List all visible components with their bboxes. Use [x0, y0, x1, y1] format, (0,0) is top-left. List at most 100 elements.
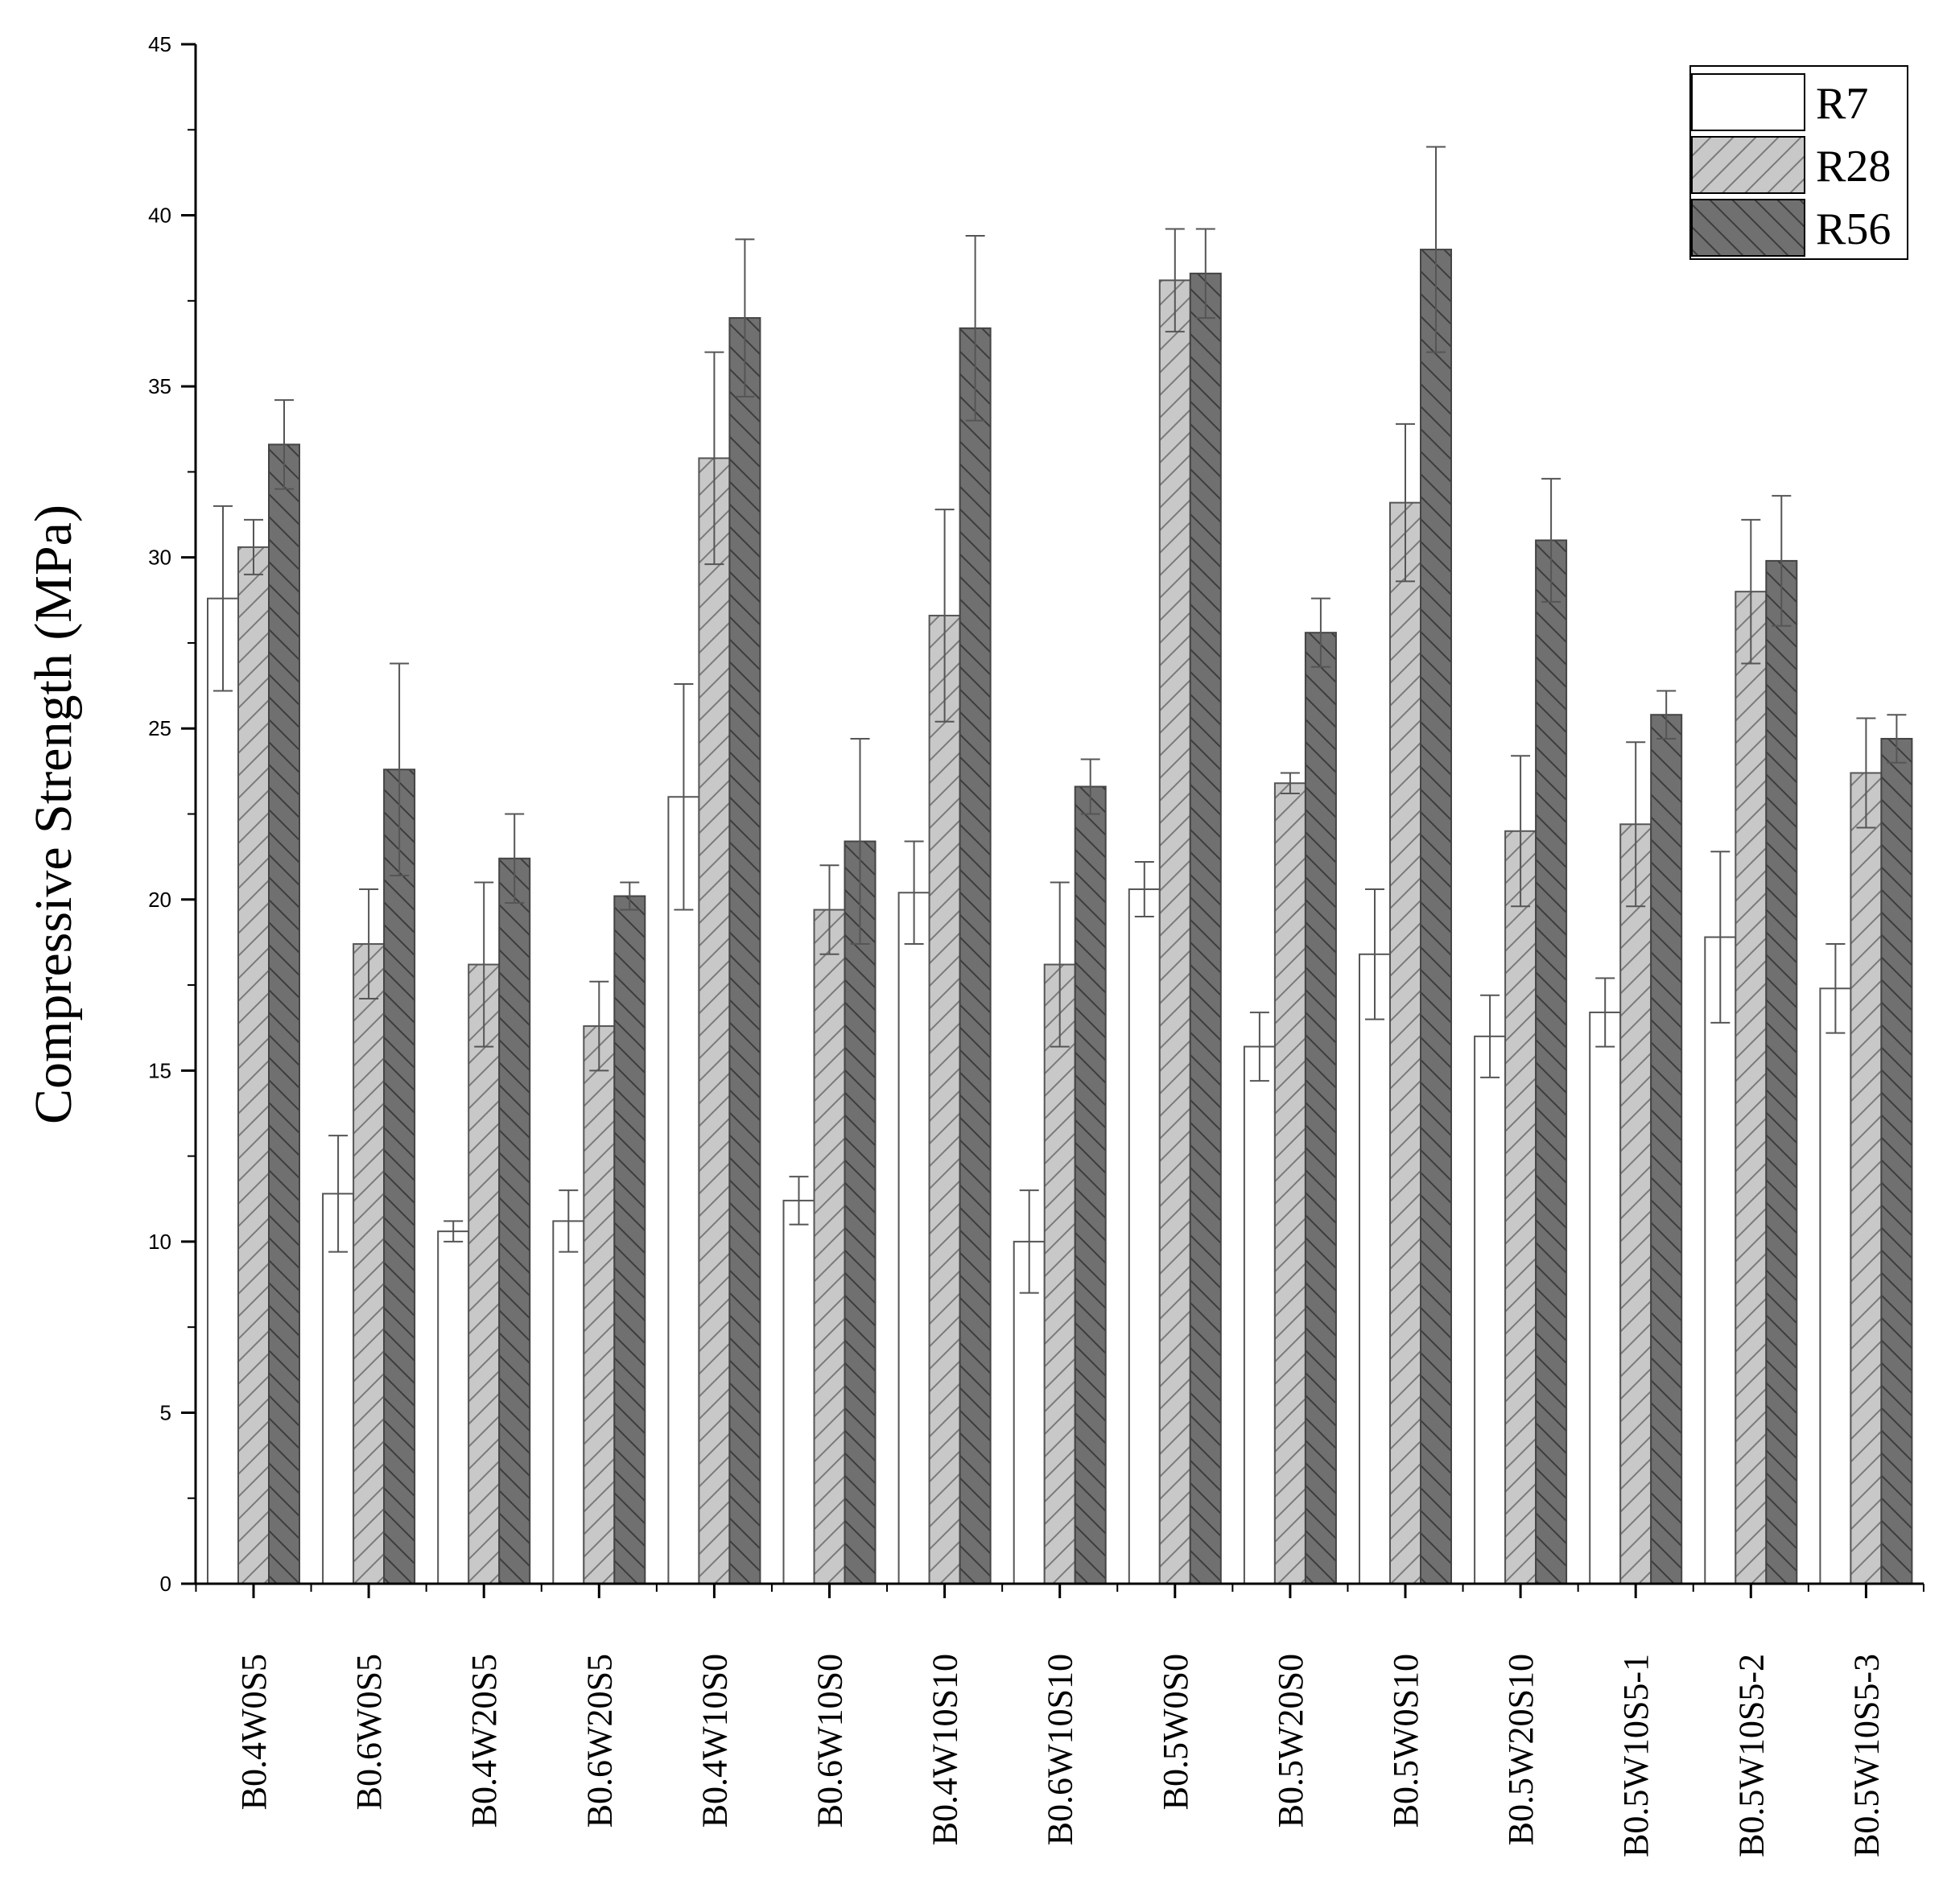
bar-r7	[897, 892, 930, 1585]
error-bar-r56	[1310, 597, 1330, 668]
error-bar-r56	[850, 737, 870, 946]
bar-r7	[1704, 936, 1737, 1585]
error-bar-r7	[1595, 977, 1615, 1048]
y-tick-label: 30	[148, 546, 171, 570]
bar-r7	[1474, 1035, 1507, 1585]
bar-r56	[613, 895, 646, 1585]
y-tick-label: 40	[148, 204, 171, 228]
y-tick-label: 5	[160, 1400, 171, 1424]
bar-r56	[959, 327, 992, 1585]
error-bar-r28	[1396, 422, 1415, 583]
bar-r7	[437, 1230, 470, 1585]
legend-label-r7: R7	[1816, 79, 1868, 129]
y-tick-label: 25	[148, 716, 171, 740]
error-bar-r56	[505, 813, 525, 905]
y-tick-label: 15	[148, 1058, 171, 1082]
bar-r56	[844, 840, 877, 1585]
error-bar-r56	[620, 881, 640, 911]
bars-layer	[207, 249, 1913, 1585]
bar-r56	[1420, 249, 1452, 1585]
error-bar-r28	[474, 881, 494, 1048]
x-tick-label: B0.6W0S5	[349, 1654, 389, 1810]
error-bars-layer	[213, 146, 1907, 1294]
bar-r56	[1765, 559, 1798, 1585]
bar-r56	[1189, 272, 1222, 1585]
error-bar-r28	[819, 864, 839, 955]
x-tick-label: B0.5W0S0	[1156, 1654, 1195, 1810]
y-tick-label: 20	[148, 888, 171, 912]
x-tick-label: B0.4W10S10	[926, 1654, 965, 1845]
error-bar-r7	[674, 682, 694, 911]
error-bar-r28	[359, 888, 379, 1000]
error-bar-r7	[1019, 1189, 1039, 1294]
error-bar-r56	[1426, 146, 1446, 353]
error-bar-r56	[1080, 758, 1100, 815]
bar-r28	[583, 1025, 616, 1585]
y-ticks: 0 5 10 15 20 25 30 35 40 45	[148, 32, 196, 1596]
bar-r28	[237, 546, 270, 1585]
x-tick-label: B0.5W0S10	[1386, 1654, 1425, 1828]
error-bar-r28	[934, 509, 955, 723]
bar-r56	[268, 443, 300, 1585]
x-tick-label: B0.4W0S5	[234, 1654, 274, 1810]
bar-r28	[1619, 823, 1652, 1585]
bar-r28	[928, 614, 961, 1585]
x-tick-label: B0.4W20S5	[464, 1654, 504, 1828]
error-bar-r28	[1626, 741, 1646, 908]
error-bar-r56	[1541, 477, 1561, 603]
bar-r56	[1650, 714, 1683, 1585]
bar-r7	[1128, 888, 1161, 1585]
bar-r28	[1389, 501, 1421, 1585]
bar-r28	[1158, 279, 1191, 1585]
y-tick-label: 45	[148, 32, 171, 56]
bar-r56	[1304, 632, 1337, 1585]
error-bar-r7	[789, 1176, 809, 1226]
error-bar-r7	[559, 1189, 579, 1253]
error-bar-r7	[1710, 851, 1731, 1024]
error-bar-r7	[213, 505, 233, 692]
error-bar-r28	[1280, 772, 1300, 794]
error-bar-r7	[1480, 994, 1500, 1078]
error-bar-r28	[244, 518, 263, 575]
error-bar-r56	[274, 399, 294, 490]
x-tick-label: B0.5W20S0	[1271, 1654, 1310, 1828]
y-tick-label: 0	[160, 1572, 171, 1596]
bar-r28	[698, 457, 731, 1585]
legend-swatch-r56	[1691, 199, 1805, 257]
bar-r7	[207, 597, 239, 1585]
error-bar-r28	[1741, 518, 1761, 665]
legend: R7 R28 R56	[1689, 65, 1908, 260]
x-tick-label: B0.6W10S10	[1041, 1654, 1080, 1845]
bar-r7	[1819, 987, 1852, 1585]
error-bar-r7	[1134, 861, 1154, 918]
y-tick-label: 10	[148, 1230, 171, 1254]
error-bar-r7	[1249, 1012, 1269, 1082]
error-bar-r56	[965, 235, 985, 422]
bar-r28	[1735, 591, 1768, 1585]
bar-r28	[468, 963, 501, 1585]
legend-label-r56: R56	[1816, 204, 1891, 254]
x-ticks: B0.4W0S5 B0.6W0S5 B0.4W20S5 B0.6W20S5 B0.4W1…	[195, 1584, 1924, 1857]
bar-r28	[813, 909, 846, 1585]
x-tick-label: B0.5W10S5-3	[1846, 1654, 1886, 1857]
error-bar-r28	[1856, 717, 1876, 829]
error-bar-r56	[1887, 714, 1907, 764]
error-bar-r7	[328, 1135, 349, 1253]
error-bar-r7	[443, 1220, 464, 1243]
x-tick-label: B0.4W10S0	[695, 1654, 734, 1828]
bar-r7	[1359, 953, 1391, 1585]
bar-r28	[1043, 963, 1076, 1585]
bar-r56	[498, 857, 531, 1585]
error-bar-r28	[1165, 228, 1185, 333]
legend-label-r28: R28	[1816, 142, 1891, 192]
error-bar-r28	[1050, 881, 1070, 1048]
error-bar-r56	[735, 238, 755, 398]
x-tick-label: B0.5W10S5-2	[1731, 1654, 1771, 1857]
y-axis-title: Compressive Strength (MPa)	[24, 505, 83, 1124]
error-bar-r56	[1195, 228, 1215, 319]
x-tick-label: B0.5W10S5-1	[1616, 1654, 1656, 1857]
bar-r7	[1013, 1240, 1046, 1585]
bar-r56	[1535, 539, 1568, 1585]
error-bar-r7	[1365, 888, 1384, 1020]
